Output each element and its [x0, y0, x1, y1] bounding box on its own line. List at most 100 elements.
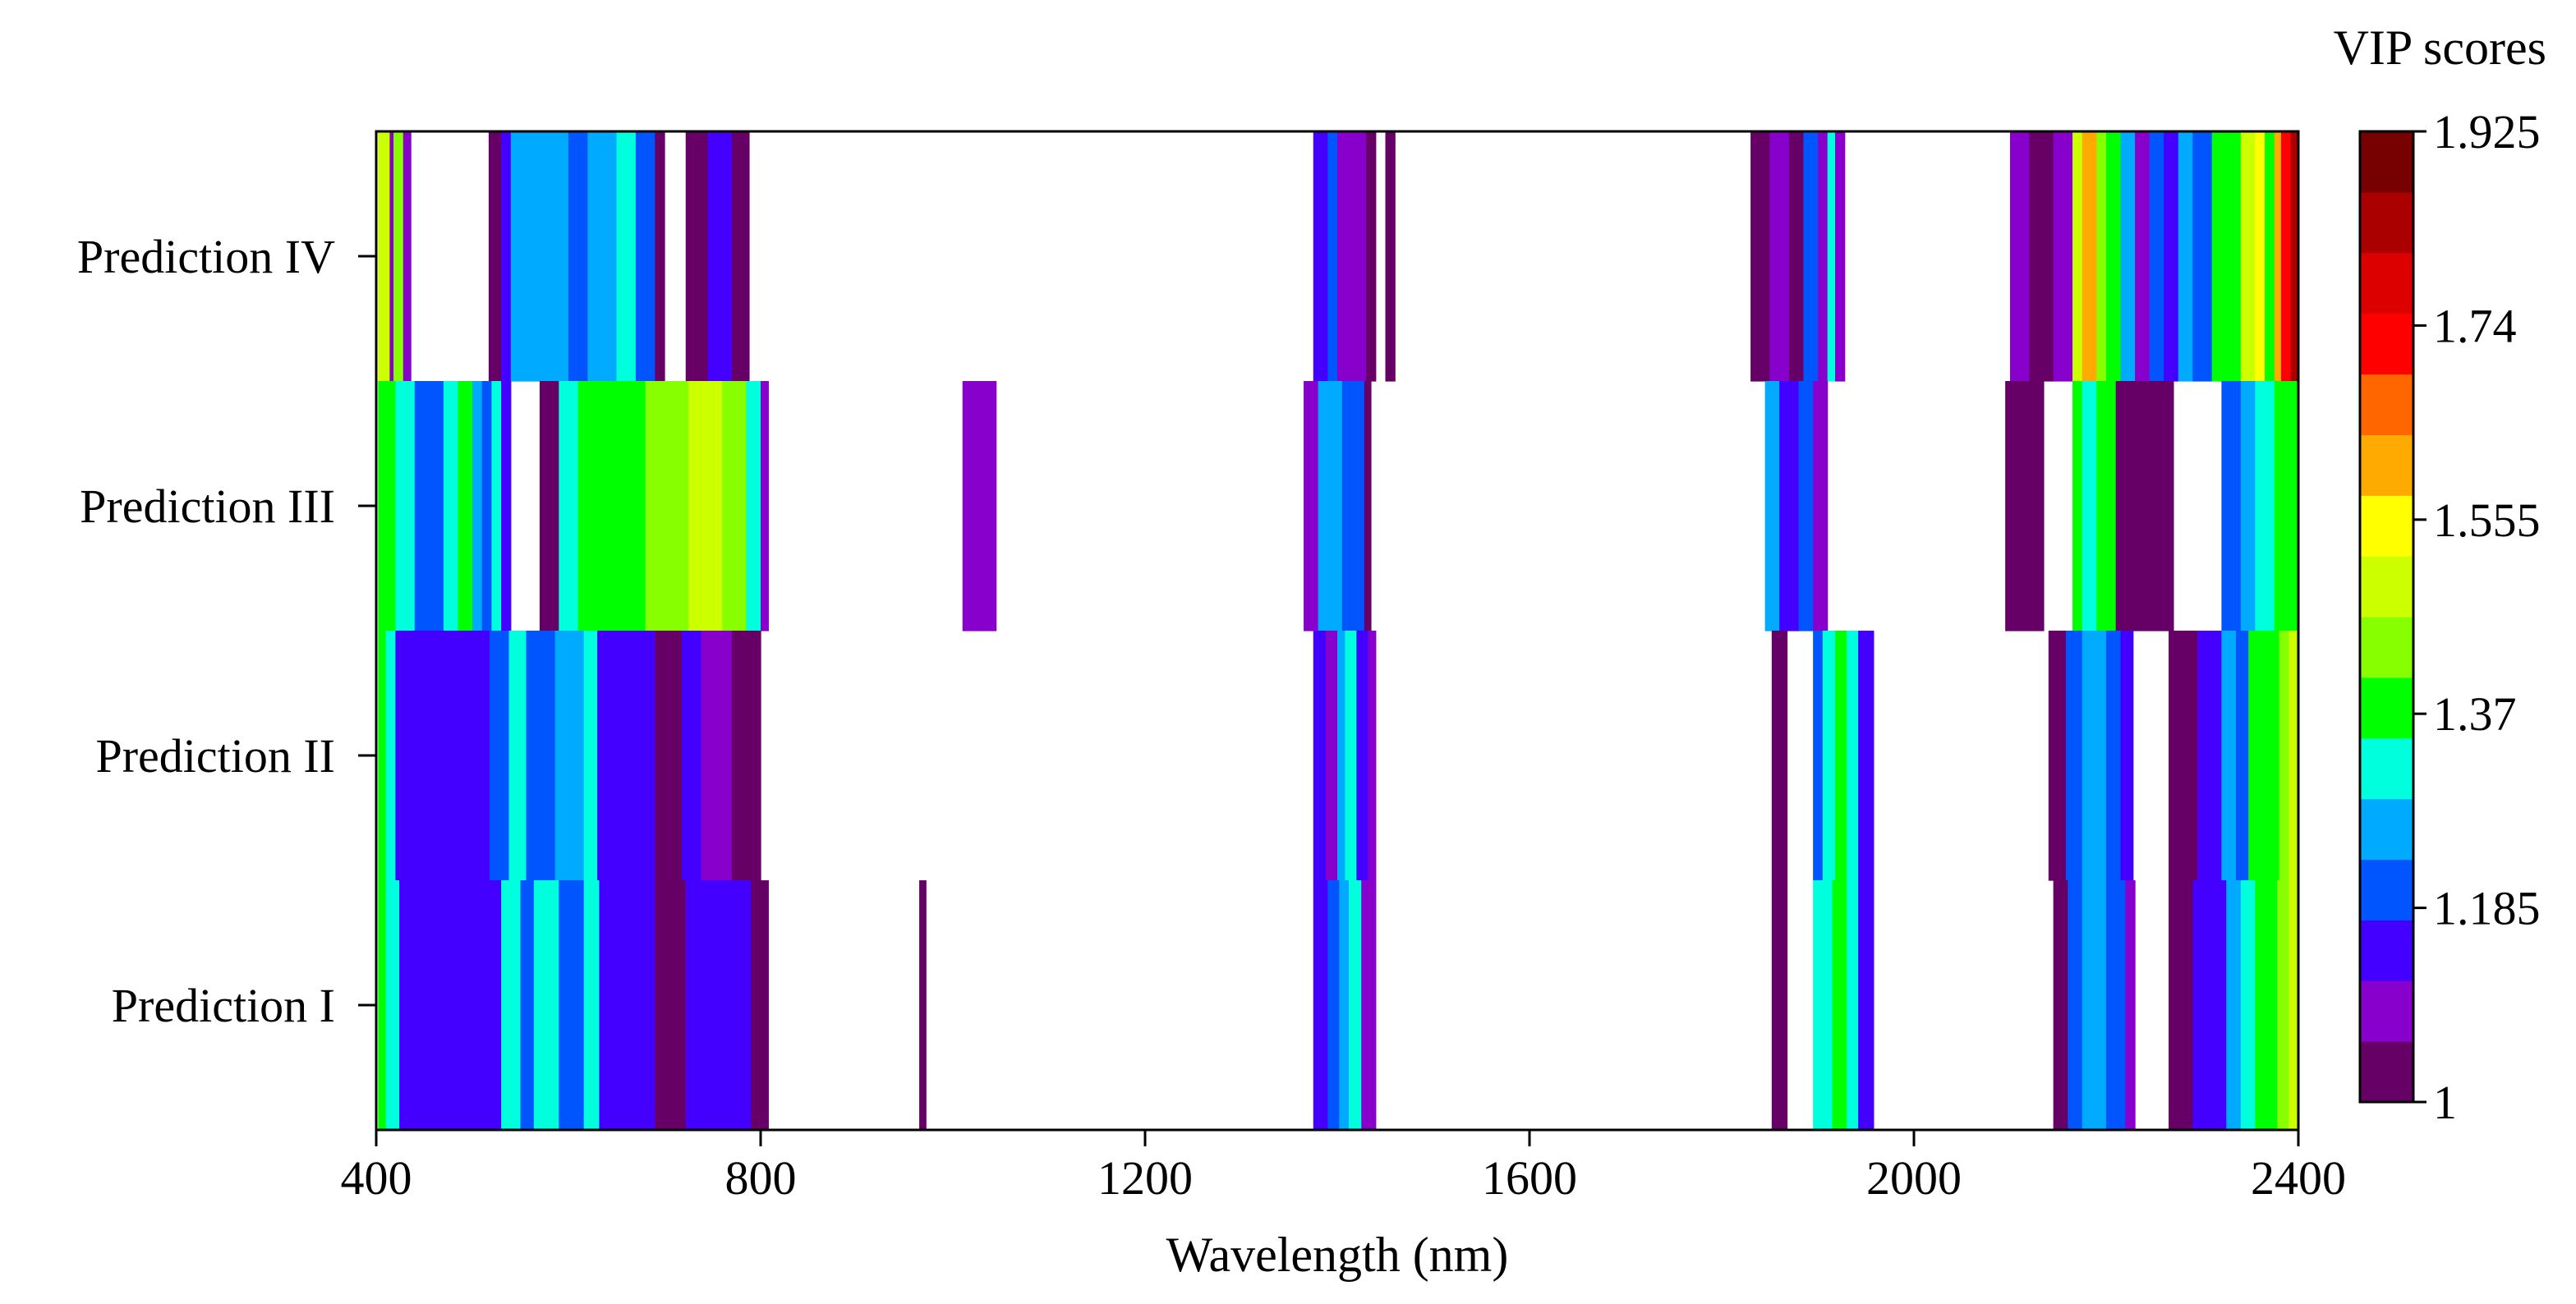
colorbar-swatch	[2360, 677, 2413, 739]
heatmap-cell	[746, 381, 761, 631]
heatmap-cell	[501, 880, 522, 1131]
heatmap-cell	[1858, 880, 1874, 1131]
heatmap-cell	[682, 631, 702, 881]
heatmap-cell	[655, 131, 665, 382]
heatmap-cell	[2221, 631, 2237, 881]
heatmap-cell	[2065, 631, 2083, 881]
heatmap-cell	[665, 381, 689, 631]
heatmap-cell	[2255, 381, 2275, 631]
heatmap-cell	[2068, 880, 2083, 1131]
heatmap-cell	[1788, 131, 1805, 382]
x-tick-label: 2400	[2251, 1151, 2346, 1205]
heatmap-cell	[1847, 631, 1859, 881]
heatmap-cell	[962, 381, 997, 631]
heatmap-cell	[2226, 880, 2242, 1131]
heatmap-cells	[378, 131, 2299, 1131]
heatmap-cell	[751, 880, 769, 1131]
heatmap-cell	[583, 631, 598, 881]
heatmap-cell	[2096, 381, 2117, 631]
heatmap-cell	[2082, 631, 2107, 881]
heatmap-cell	[2290, 131, 2299, 382]
heatmap-cell	[1368, 631, 1377, 881]
heatmap-cell	[635, 131, 656, 382]
colorbar-swatch	[2360, 191, 2413, 254]
heatmap-cell	[393, 131, 404, 382]
heatmap-cell	[2197, 631, 2222, 881]
heatmap-cell	[1341, 381, 1365, 631]
y-axis: Prediction IV Prediction III Prediction II…	[77, 230, 376, 1032]
heatmap-cell	[587, 131, 618, 382]
heatmap-cell	[1835, 131, 1846, 382]
heatmap-cell	[549, 131, 569, 382]
colorbar-tick-label: 1.74	[2433, 299, 2517, 352]
heatmap-cell	[2178, 131, 2193, 382]
heatmap-cell	[443, 381, 459, 631]
colorbar-frame	[2358, 130, 2415, 1104]
heatmap-cell	[1827, 131, 1836, 382]
heatmap-cell	[2248, 631, 2263, 881]
heatmap-cell	[2082, 880, 2107, 1131]
heatmap-cell	[2284, 381, 2299, 631]
heatmap-cell	[1364, 381, 1372, 631]
heatmap-cell	[2274, 131, 2282, 382]
heatmap-cell	[385, 880, 400, 1131]
plot-area-frame	[375, 130, 2300, 1132]
colorbar-swatch	[2360, 859, 2413, 921]
heatmap-cell	[597, 631, 656, 881]
heatmap-cell	[385, 631, 396, 881]
heatmap-cell	[688, 381, 723, 631]
heatmap-cell	[616, 131, 637, 382]
heatmap-cell	[2261, 631, 2280, 881]
heatmap-cell	[731, 131, 750, 382]
colorbar-swatch	[2360, 374, 2413, 435]
heatmap-cell	[2280, 131, 2292, 382]
heatmap-cell	[1356, 631, 1369, 881]
heatmap-cell	[559, 880, 585, 1131]
heatmap-cell	[395, 381, 416, 631]
heatmap-cell	[526, 631, 556, 881]
colorbar-tick-label: 1	[2433, 1076, 2457, 1129]
heatmap-cell	[488, 131, 502, 382]
x-axis-title: Wavelength (nm)	[1166, 1228, 1509, 1282]
heatmap-cell	[2274, 381, 2285, 631]
heatmap-cell	[2120, 631, 2134, 881]
heatmap-cell	[2072, 131, 2083, 382]
colorbar-swatch	[2360, 980, 2413, 1042]
heatmap-cell	[568, 131, 588, 382]
heatmap-cell	[2096, 131, 2107, 382]
heatmap-cell	[490, 631, 510, 881]
heatmap-cell	[1327, 131, 1338, 382]
heatmap-cell	[1803, 131, 1819, 382]
heatmap-cell	[1832, 880, 1847, 1131]
heatmap-cell	[1813, 631, 1824, 881]
heatmap-cell	[1813, 880, 1833, 1131]
heatmap-cell	[539, 381, 559, 631]
x-axis: 400 800 1200 1600 2000 2400	[341, 1130, 2346, 1205]
heatmap-cell	[2029, 131, 2054, 382]
heatmap-cell	[655, 880, 687, 1131]
heatmap-cell	[2211, 131, 2227, 382]
heatmap-cell	[1304, 381, 1319, 631]
colorbar-ticks: 1.925 1.74 1.555 1.37 1.185 1	[2413, 105, 2541, 1129]
x-tick-label: 1600	[1482, 1151, 1577, 1205]
colorbar-swatch	[2360, 1041, 2413, 1103]
heatmap-cell	[1313, 880, 1328, 1131]
heatmap-cell	[559, 381, 579, 631]
heatmap-cell	[731, 631, 761, 881]
heatmap-cell	[1385, 131, 1396, 382]
heatmap-cell	[1813, 381, 1828, 631]
heatmap-cell	[2192, 131, 2213, 382]
heatmap-cell	[2240, 381, 2256, 631]
heatmap-cell	[2005, 381, 2045, 631]
colorbar-swatch	[2360, 313, 2413, 375]
heatmap-cell	[722, 381, 748, 631]
heatmap-cell	[707, 131, 733, 382]
heatmap-cell	[2082, 131, 2097, 382]
colorbar-tick-label: 1.185	[2433, 882, 2541, 935]
heatmap-cell	[414, 381, 444, 631]
colorbar-swatch	[2360, 252, 2413, 315]
colorbar-swatch	[2360, 495, 2413, 557]
heatmap-cell	[501, 131, 512, 382]
heatmap-cell	[685, 131, 709, 382]
x-tick-label: 2000	[1866, 1151, 1962, 1205]
